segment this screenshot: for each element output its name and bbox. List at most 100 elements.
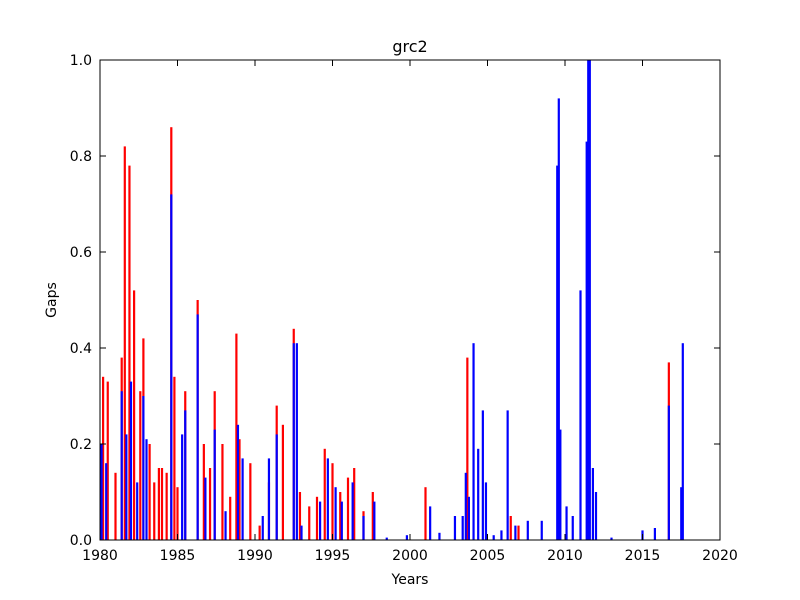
y-tick-label: 0.4 [70, 341, 92, 357]
bar [509, 516, 512, 540]
y-axis-label: Gaps [44, 282, 60, 318]
bar [559, 429, 562, 540]
bar [353, 468, 356, 540]
bar [438, 532, 441, 540]
bar [339, 492, 342, 540]
bar [258, 525, 261, 540]
bar [323, 448, 326, 540]
bar [173, 376, 176, 540]
bar [114, 472, 117, 540]
bar [500, 530, 503, 540]
bar [125, 434, 128, 540]
bar [681, 343, 684, 540]
x-tick-label: 2010 [547, 548, 583, 564]
bar [610, 537, 613, 540]
bar [334, 487, 337, 540]
bar [129, 381, 133, 540]
x-tick-label: 2015 [625, 548, 661, 564]
bar [653, 528, 656, 540]
bar [213, 429, 216, 540]
bar [587, 60, 590, 540]
bars [100, 60, 684, 541]
bar [373, 501, 376, 540]
bar [136, 482, 139, 540]
chart-title: grc2 [392, 37, 427, 56]
bar [181, 434, 184, 540]
bar [315, 496, 319, 540]
bar [594, 492, 598, 540]
bar [385, 537, 388, 540]
bar [514, 525, 517, 540]
bar [105, 463, 108, 540]
bar [588, 60, 591, 540]
bar [295, 343, 298, 540]
bar [196, 314, 199, 540]
bar [148, 444, 151, 540]
bar [492, 535, 495, 540]
bar [319, 501, 322, 540]
x-tick-label: 1990 [237, 548, 273, 564]
x-axis-label: Years [391, 572, 429, 588]
bar [157, 468, 160, 540]
bar [224, 511, 227, 540]
bar [106, 381, 109, 540]
bar [100, 444, 103, 540]
y-tick-label: 0.0 [70, 533, 92, 549]
bar [202, 444, 205, 540]
bar [585, 141, 588, 540]
bar [204, 477, 207, 540]
bar [556, 165, 559, 540]
bar [139, 391, 142, 540]
bar [102, 376, 105, 540]
bar [466, 357, 469, 540]
bar [261, 516, 264, 540]
y-tick-label: 1.0 [70, 53, 92, 69]
bar [326, 458, 329, 540]
bar [591, 468, 594, 540]
bar [123, 146, 126, 540]
bar [371, 492, 374, 540]
bar [461, 516, 464, 540]
y-tick-label: 0.2 [70, 437, 92, 453]
bar [484, 482, 488, 540]
bar [464, 472, 467, 540]
bar [160, 468, 164, 540]
x-tick-label: 1985 [160, 548, 196, 564]
y-tick-label: 0.8 [70, 149, 92, 165]
bar [526, 520, 529, 540]
plot-frame [99, 59, 721, 541]
bar [281, 424, 284, 540]
bar [275, 434, 278, 540]
x-tick-label: 1980 [82, 548, 118, 564]
bar [680, 487, 683, 540]
bar [424, 487, 427, 540]
bar [362, 516, 365, 540]
x-tick-label: 1995 [315, 548, 351, 564]
bar [128, 165, 131, 540]
bar [145, 439, 148, 540]
bar [249, 463, 252, 540]
bar [170, 194, 173, 540]
bar [133, 290, 136, 540]
x-tick-label: 2000 [392, 548, 428, 564]
bar [238, 439, 241, 540]
bar [540, 520, 543, 540]
bar [346, 477, 350, 540]
bar [142, 396, 145, 540]
bar [241, 458, 244, 540]
bar [298, 492, 302, 540]
bar [472, 343, 475, 540]
bar [429, 506, 432, 540]
bar [517, 525, 520, 540]
bar [579, 290, 582, 540]
bar [235, 333, 238, 540]
bar [236, 424, 240, 540]
bar [506, 410, 509, 540]
bar [481, 410, 484, 540]
bar [405, 535, 408, 540]
bar [292, 343, 295, 540]
bar [667, 405, 670, 540]
x-tick-label: 2005 [470, 548, 506, 564]
bar [267, 458, 271, 540]
